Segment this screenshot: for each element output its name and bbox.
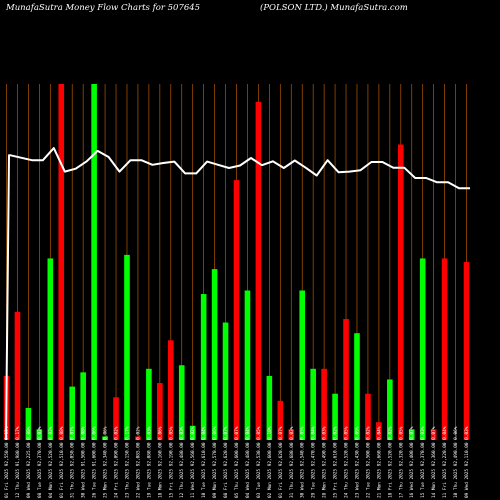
flow-bar — [25, 407, 32, 440]
flow-bar — [387, 379, 393, 440]
x-tick-label: 22 Wed 2025 92,085.00 0.02% — [135, 426, 141, 498]
x-tick-label: 30 Wed 2025 92,540.00 0.05% — [300, 426, 306, 498]
x-tick-label: 01 Fri 2025 92,620.00 0.07% — [278, 426, 284, 498]
x-tick-label: 04 Wed 2025 92,480.00 0.04% — [245, 426, 251, 498]
x-tick-label: 01 Fri 2025 92,510.00 0.08% — [59, 426, 65, 498]
flow-bar — [332, 393, 338, 440]
flow-bar — [14, 311, 21, 440]
flow-bar — [222, 322, 229, 440]
flow-bar — [200, 294, 207, 440]
flow-bar — [102, 436, 108, 440]
flow-bar — [47, 258, 54, 440]
flow-bar — [146, 368, 152, 440]
x-tick-label: 23 Thu 2025 92,150.00 0.17% — [125, 426, 131, 498]
x-tick-label: 08 Tue 2025 92,370.00 0.03% — [37, 426, 43, 498]
flow-bar — [277, 400, 284, 440]
flow-bar — [408, 429, 415, 440]
flow-bar — [299, 290, 306, 440]
x-tick-label: 12 Thu 2025 91,980.00 0.17% — [15, 426, 21, 498]
x-tick-label: 19 Tue 2025 92,080.00 0.03% — [146, 426, 152, 498]
flow-bar — [266, 375, 273, 440]
x-tick-label: 05 Thu 2025 92,600.00 0.07% — [234, 426, 240, 498]
x-tick-label: 16 Wed 2025 92,400.00 0.07% — [409, 426, 415, 498]
x-tick-label: 28 Mon 2025 92,490.00 0.03% — [322, 426, 328, 498]
flow-bar — [376, 422, 382, 440]
flow-bar — [91, 84, 97, 440]
money-flow-line — [5, 147, 470, 441]
x-tick-label: 09 Wed 2025 92,225.00 0.08% — [26, 426, 32, 498]
flow-bar — [321, 368, 327, 440]
flow-bar — [69, 386, 76, 440]
x-tick-label: 04 Mon 2025 92,520.00 0.02% — [48, 426, 54, 498]
x-tick-label: 30 Wed 2025 91,500.00 0.08% — [81, 426, 87, 498]
x-tick-label: 08 Fri 2025 92,620.00 0.07% — [223, 426, 229, 498]
x-tick-label: 18 Mon 2025 92,160.00 0.06% — [157, 426, 163, 498]
flow-bar — [36, 429, 43, 440]
x-tick-label: 23 Wed 2025 92,430.00 0.09% — [355, 426, 361, 498]
flow-bar — [167, 340, 174, 440]
flow-bar — [419, 258, 426, 440]
bars — [3, 84, 470, 441]
flow-bar — [178, 365, 185, 440]
flow-bar — [354, 333, 360, 440]
x-tick-label: 31 Thu 2025 92,050.00 0.07% — [70, 426, 76, 498]
x-tick-label: 29 Tue 2025 92,470.00 0.04% — [311, 426, 317, 498]
x-tick-label: 10 Tue 2025 92,610.00 0.04% — [201, 426, 207, 498]
x-tick-label: 11 Fri 2025 92,220.00 0.04% — [442, 426, 448, 498]
x-tick-label: 14 Mon 2025 92,360.00 0.07% — [431, 426, 437, 498]
flow-bar — [397, 144, 404, 440]
x-tick-label: 15 Tue 2025 92,370.00 0.03% — [420, 426, 426, 498]
x-tick-label: 21 Mon 2025 92,660.00 0.04% — [376, 426, 382, 498]
x-tick-label: 09 Wed 2025 92,110.00 0.03% — [464, 426, 470, 498]
x-tick-label: 01 Fri 2025 92,550.00 0.13% — [4, 426, 10, 498]
x-tick-label: 02 Mon 2025 92,600.00 0.10% — [267, 426, 273, 498]
x-tick-label: 18 Fri 2025 92,520.00 0.02% — [387, 426, 393, 498]
flow-bar — [124, 254, 130, 440]
lines — [5, 147, 470, 441]
x-tick-label: 24 Fri 2025 92,090.00 0.02% — [114, 426, 120, 498]
x-tick-label: 17 Thu 2025 92,320.00 0.05% — [398, 426, 404, 498]
flow-bar — [58, 84, 65, 440]
x-tick-label: 12 Thu 2025 92,480.00 0.03% — [179, 426, 185, 498]
flow-bar — [463, 262, 470, 440]
flow-bar — [211, 269, 218, 440]
flow-bar — [189, 425, 196, 440]
x-tick-label: 31 Thu 2025 92,680.00 0.03% — [289, 426, 295, 498]
flow-bar — [113, 397, 119, 440]
flow-bar — [255, 101, 262, 441]
flow-bar — [441, 258, 448, 440]
flow-bar — [343, 318, 349, 440]
flow-bar — [233, 180, 240, 440]
flow-bar — [244, 290, 251, 440]
chart-title-right: (POLSON LTD.) MunafaSutra.com — [260, 2, 408, 13]
x-tick-label: 11 Wed 2025 92,560.00 0.02% — [190, 426, 196, 498]
flow-bar — [430, 429, 437, 440]
x-tick-labels: 01 Fri 2025 92,550.00 0.13% 12 Thu 2025 9… — [4, 426, 470, 498]
x-tick-label: 25 Fri 2025 92,610.00 0.02% — [333, 426, 339, 498]
x-tick-label: 24 Thu 2025 92,520.00 0.05% — [344, 426, 350, 498]
x-tick-label: 15 Fri 2025 92,190.00 0.05% — [168, 426, 174, 498]
x-tick-label: 26 Tue 2025 91,600.00 0.06% — [92, 426, 98, 498]
chart-title-left: MunafaSutra Money Flow Charts for 507645 — [5, 3, 200, 13]
flow-bar — [157, 383, 163, 440]
flow-bar — [310, 368, 316, 440]
flow-bar — [288, 429, 295, 440]
x-tick-label: 09 Mon 2025 92,570.00 0.06% — [212, 426, 218, 498]
x-tick-label: 22 Tue 2025 92,500.00 0.02% — [365, 426, 371, 498]
flow-bar — [80, 372, 86, 440]
x-tick-label: 25 Mon 2025 92,340.00 0.06% — [103, 426, 109, 498]
flow-bar — [135, 436, 141, 440]
x-tick-label: 10 Thu 2025 92,490.00 0.06% — [453, 426, 459, 498]
flow-bar — [365, 393, 371, 440]
x-tick-label: 03 Tue 2025 92,530.00 0.05% — [256, 426, 262, 498]
